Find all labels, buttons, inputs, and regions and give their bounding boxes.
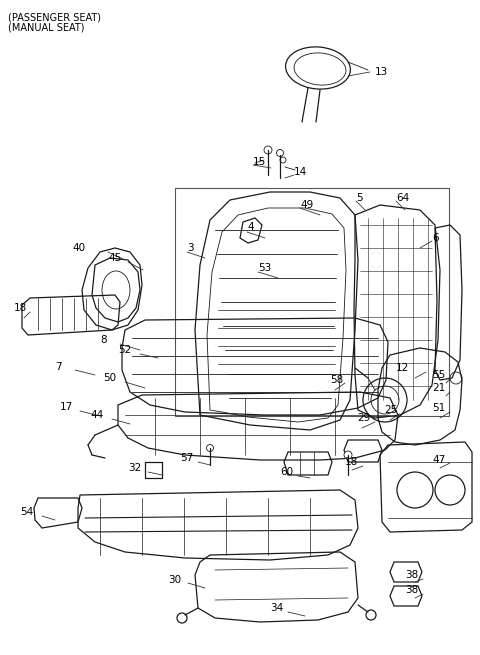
Text: 3: 3: [187, 243, 193, 253]
Circle shape: [264, 146, 272, 154]
Text: 4: 4: [247, 222, 253, 232]
Text: 5: 5: [356, 193, 362, 203]
Text: 18: 18: [14, 303, 27, 313]
Text: (PASSENGER SEAT): (PASSENGER SEAT): [8, 12, 101, 22]
Text: 29: 29: [357, 413, 370, 423]
Text: 50: 50: [103, 373, 116, 383]
Text: 15: 15: [253, 157, 266, 167]
Text: 38: 38: [405, 585, 418, 595]
Text: 49: 49: [300, 200, 313, 210]
Text: 14: 14: [294, 167, 307, 177]
Text: 53: 53: [258, 263, 271, 273]
Text: 51: 51: [432, 403, 445, 413]
Text: 55: 55: [432, 370, 445, 380]
Text: 34: 34: [270, 603, 283, 613]
Text: 40: 40: [72, 243, 85, 253]
Circle shape: [206, 445, 214, 451]
Text: 60: 60: [280, 467, 293, 477]
Text: 8: 8: [100, 335, 107, 345]
Text: 12: 12: [396, 363, 409, 373]
Text: 64: 64: [396, 193, 409, 203]
Text: 32: 32: [128, 463, 141, 473]
Text: 54: 54: [20, 507, 33, 517]
Circle shape: [344, 451, 352, 459]
Text: 6: 6: [432, 233, 439, 243]
Text: 17: 17: [60, 402, 73, 412]
Text: 25: 25: [384, 405, 397, 415]
Text: (MANUAL SEAT): (MANUAL SEAT): [8, 23, 84, 33]
Text: 45: 45: [108, 253, 121, 263]
Text: 18: 18: [345, 457, 358, 467]
Text: 38: 38: [405, 570, 418, 580]
Text: 57: 57: [180, 453, 193, 463]
Text: 58: 58: [330, 375, 343, 385]
Text: 13: 13: [375, 67, 388, 77]
Circle shape: [280, 157, 286, 163]
Circle shape: [276, 149, 284, 157]
Text: 52: 52: [118, 345, 131, 355]
Text: 44: 44: [90, 410, 103, 420]
Text: 47: 47: [432, 455, 445, 465]
Text: 30: 30: [168, 575, 181, 585]
Text: 7: 7: [55, 362, 61, 372]
Text: 21: 21: [432, 383, 445, 393]
